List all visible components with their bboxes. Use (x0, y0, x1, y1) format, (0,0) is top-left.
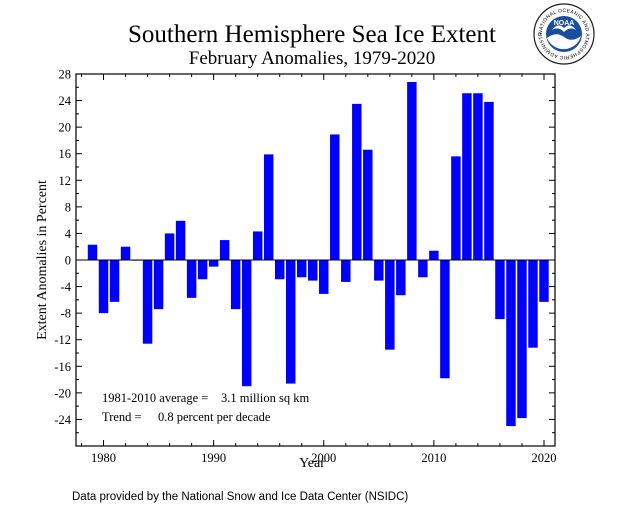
bar-1986 (164, 233, 175, 260)
x-tick-label: 1990 (201, 451, 226, 465)
x-axis-label: Year (299, 456, 325, 471)
y-tick-label: 0 (65, 254, 71, 268)
bar-2004 (363, 149, 373, 260)
bar-2016 (495, 260, 505, 320)
bar-1991 (219, 240, 230, 260)
y-tick-label: -4 (61, 280, 72, 294)
bar-1980 (98, 260, 109, 314)
bar-1989 (197, 260, 208, 280)
y-tick-label: -12 (54, 333, 71, 347)
bar-2002 (341, 260, 351, 282)
trend-value: 0.8 percent per decade (158, 410, 271, 424)
trend-label: Trend = (102, 410, 142, 424)
chart-title: Southern Hemisphere Sea Ice Extent (128, 21, 496, 48)
x-tick-label: 1980 (91, 451, 116, 465)
y-tick-label: -24 (54, 413, 71, 427)
bar-2018 (517, 260, 527, 419)
bar-1999 (308, 260, 318, 281)
bar-2011 (440, 260, 450, 379)
bar-2005 (374, 260, 384, 281)
bar-1984 (142, 260, 153, 344)
bar-1987 (175, 220, 186, 260)
y-tick-label: -20 (54, 386, 71, 400)
bar-2000 (319, 260, 329, 294)
bar-1982 (120, 246, 131, 260)
bar-2012 (451, 156, 461, 260)
bar-series (87, 81, 549, 427)
y-tick-label: 16 (59, 147, 72, 161)
bar-2001 (330, 134, 340, 260)
logo-wordmark: NOAA (554, 20, 575, 27)
bar-1981 (109, 260, 120, 302)
x-tick-label: 2010 (421, 451, 446, 465)
bar-2013 (462, 93, 472, 260)
logo-gull (552, 25, 576, 32)
bar-2019 (528, 260, 538, 348)
bar-1985 (153, 260, 164, 310)
y-axis: -24 -20 -16 -12 -8 -4 0 4 8 12 16 20 24 28 (54, 68, 555, 434)
average-label: 1981-2010 average = (102, 391, 208, 405)
x-tick-label: 2000 (311, 451, 336, 465)
bar-1992 (230, 260, 241, 310)
average-value: 3.1 million sq km (221, 391, 309, 405)
bar-1997 (285, 260, 296, 384)
bar-1979 (87, 244, 98, 260)
data-source-note: Data provided by the National Snow and I… (72, 491, 408, 503)
bar-1996 (274, 260, 285, 280)
bar-1993 (241, 260, 252, 387)
bar-2003 (352, 103, 362, 260)
bar-2015 (484, 101, 494, 261)
bar-2006 (385, 260, 395, 350)
y-tick-label: 4 (65, 227, 72, 241)
x-axis: 1980 1990 2000 2010 2020 (81, 74, 556, 465)
y-tick-label: 28 (59, 68, 72, 82)
bar-2010 (429, 250, 439, 260)
y-tick-label: 8 (65, 200, 71, 214)
y-tick-label: 20 (59, 121, 72, 135)
bar-1988 (186, 260, 197, 298)
bar-2020 (539, 260, 549, 302)
y-tick-label: -16 (54, 360, 71, 374)
bar-1994 (252, 231, 263, 260)
bar-1990 (208, 260, 219, 267)
bar-2017 (506, 260, 516, 427)
bar-1998 (297, 260, 307, 278)
y-tick-label: 24 (59, 94, 72, 108)
y-tick-label: -8 (61, 307, 71, 321)
bar-2007 (396, 260, 406, 296)
bar-2009 (418, 260, 428, 278)
y-tick-label: 12 (59, 174, 72, 188)
bar-1995 (263, 154, 274, 260)
chart-subtitle: February Anomalies, 1979-2020 (189, 48, 435, 69)
logo-wave (547, 34, 581, 50)
x-tick-label: 2020 (531, 451, 556, 465)
bar-2014 (473, 93, 483, 260)
y-axis-label: Extent Anomalies in Percent (35, 180, 50, 340)
bar-2008 (407, 81, 417, 260)
